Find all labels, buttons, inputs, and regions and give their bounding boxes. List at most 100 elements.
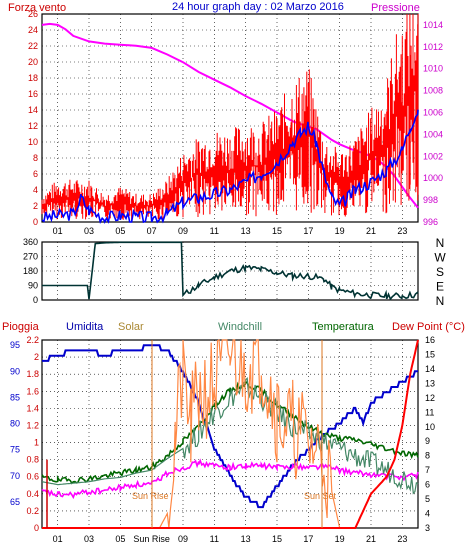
x-tick-label: 01 <box>53 226 63 236</box>
left-tick-label: 18 <box>28 73 38 83</box>
chart3-frame <box>41 339 419 529</box>
x-tick-label: 15 <box>272 534 282 544</box>
left-tick-label: 6 <box>33 169 38 179</box>
legend-rain: Pioggia <box>2 321 40 333</box>
rain-tick-label: 0 <box>34 523 39 533</box>
legend-temperature: Temperatura <box>312 321 375 333</box>
left-axis-label: Forza vento <box>8 2 66 14</box>
annotation-sun-rise: Sun Rise <box>132 491 169 501</box>
series-rain <box>42 339 419 529</box>
x-tick-label: 01 <box>53 534 63 544</box>
x-tick-label: 05 <box>115 534 125 544</box>
y-tick-label: 180 <box>23 266 38 276</box>
legend-windchill: Windchill <box>218 321 262 333</box>
rain-tick-label: 1.4 <box>26 403 39 413</box>
series-humidity <box>42 344 418 509</box>
temp-tick-label: 16 <box>425 335 435 345</box>
temp-tick-label: 7 <box>425 465 430 475</box>
rain-tick-label: 0.8 <box>26 455 39 465</box>
temp-tick-label: 9 <box>425 436 430 446</box>
direction-label: N <box>436 236 445 250</box>
annotation-sun-set: Sun Set <box>304 491 337 501</box>
left-tick-label: 0 <box>33 217 38 227</box>
legend-solar: Solar <box>118 321 144 333</box>
y-tick-label: 0 <box>33 295 38 305</box>
x-tick-label: 13 <box>241 226 251 236</box>
left-tick-label: 16 <box>28 89 38 99</box>
left-tick-label: 8 <box>33 153 38 163</box>
rain-tick-label: 1.2 <box>26 420 39 430</box>
x-tick-label: 11 <box>210 226 219 236</box>
series-dewpoint-magenta <box>41 458 419 500</box>
humidity-tick-label: 85 <box>10 392 20 402</box>
x-tick-label: 23 <box>397 534 407 544</box>
x-tick-label: 03 <box>84 534 94 544</box>
x-tick-label: 07 <box>147 226 157 236</box>
humidity-tick-label: 75 <box>10 445 20 455</box>
x-tick-label: 17 <box>303 226 313 236</box>
direction-label: S <box>436 265 444 279</box>
left-tick-label: 20 <box>28 57 38 67</box>
temp-tick-label: 14 <box>425 364 435 374</box>
x-tick-label: 05 <box>115 226 125 236</box>
right-tick-label: 998 <box>423 195 438 205</box>
right-tick-label: 1006 <box>423 108 443 118</box>
chart2-series <box>42 241 419 301</box>
left-tick-label: 26 <box>28 9 38 19</box>
x-tick-label: 21 <box>366 226 376 236</box>
rain-tick-label: 2.2 <box>26 335 39 345</box>
humidity-tick-label: 95 <box>10 340 20 350</box>
x-tick-label: 11 <box>210 534 219 544</box>
right-axis-label: Pressione <box>371 2 420 14</box>
chart2-ticks: 0 N 90 E 180 S 270 W 360 N <box>23 236 446 308</box>
chart1-ticks: 0246810121416182022242699699810001002100… <box>28 9 443 236</box>
left-tick-label: 22 <box>28 41 38 51</box>
x-tick-label: 09 <box>178 534 188 544</box>
right-tick-label: 996 <box>423 217 438 227</box>
right-tick-label: 1004 <box>423 129 443 139</box>
series-temperature <box>41 379 419 485</box>
x-tick-label: 15 <box>272 226 282 236</box>
temp-tick-label: 8 <box>425 451 430 461</box>
x-tick-label: 23 <box>397 226 407 236</box>
direction-label: E <box>436 280 444 294</box>
humidity-tick-label: 70 <box>10 471 20 481</box>
humidity-tick-label: 65 <box>10 497 20 507</box>
left-tick-label: 14 <box>28 105 38 115</box>
humidity-tick-label: 80 <box>10 419 20 429</box>
rain-tick-label: 1.8 <box>26 369 39 379</box>
rain-tick-label: 0.4 <box>26 489 39 499</box>
temp-tick-label: 6 <box>425 480 430 490</box>
temp-tick-label: 5 <box>425 494 430 504</box>
direction-label: W <box>434 251 446 265</box>
temp-tick-label: 15 <box>425 349 435 359</box>
left-tick-label: 10 <box>28 137 38 147</box>
series-wind-direction <box>42 241 419 301</box>
series-wind-speed <box>41 109 419 225</box>
right-tick-label: 1012 <box>423 42 443 52</box>
x-tick-label: 19 <box>335 534 345 544</box>
rain-tick-label: 1.6 <box>26 386 39 396</box>
series-windchill <box>41 377 419 495</box>
direction-label: N <box>436 294 445 308</box>
y-tick-label: 360 <box>23 237 38 247</box>
temp-tick-label: 13 <box>425 378 435 388</box>
x-tick-label: 19 <box>335 226 345 236</box>
chart3-series <box>41 339 419 529</box>
right-tick-label: 1008 <box>423 86 443 96</box>
legend-humidity: Umidita <box>66 321 104 333</box>
humidity-temperature-chart: 00.20.40.60.811.21.41.61.822.26570758085… <box>10 335 435 544</box>
legend-dewpoint: Dew Point (°C) <box>392 321 465 333</box>
rain-tick-label: 1 <box>34 438 39 448</box>
x-tick-label: 17 <box>303 534 313 544</box>
y-tick-label: 270 <box>23 252 38 262</box>
temp-tick-label: 11 <box>425 407 434 417</box>
right-tick-label: 1014 <box>423 20 443 30</box>
chart3-ticks: 00.20.40.60.811.21.41.61.822.26570758085… <box>10 335 435 544</box>
temp-tick-label: 3 <box>425 523 430 533</box>
left-tick-label: 12 <box>28 121 38 131</box>
x-tick-label: 21 <box>366 534 376 544</box>
left-tick-label: 2 <box>33 201 38 211</box>
humidity-tick-label: 90 <box>10 366 20 376</box>
